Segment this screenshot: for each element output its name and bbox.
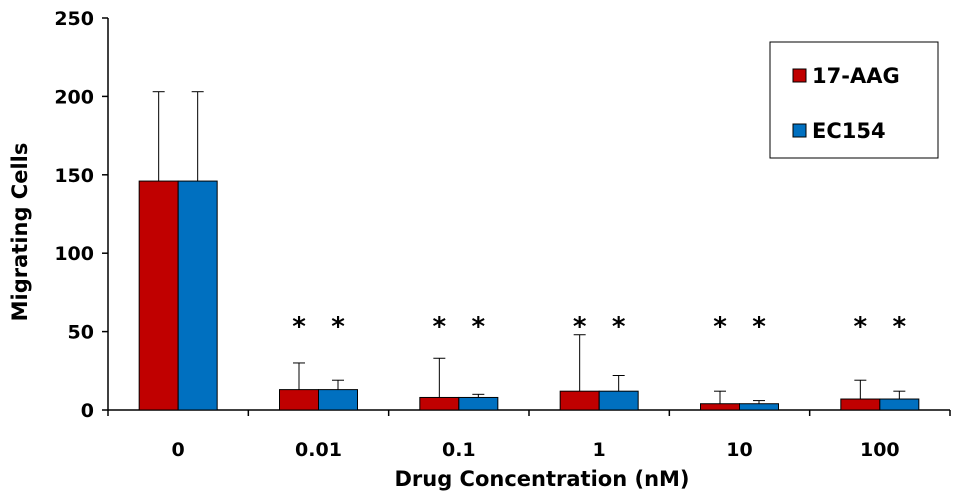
significance-marker: * (472, 312, 486, 342)
bar-17-aag (279, 389, 319, 411)
bar-ec154 (458, 396, 499, 411)
legend-swatch-17-aag (792, 68, 807, 83)
y-tick-label: 150 (54, 165, 94, 187)
bar-ec154 (739, 403, 779, 411)
y-axis-title: Migrating Cells (8, 143, 32, 322)
plot-area: 0 50 100 150 200 250 0 0.01 * * 0.1 * * 1 * * 10 * * 100 * * (54, 8, 951, 461)
significance-marker: * (573, 312, 587, 342)
x-tick-label: 10 (726, 439, 752, 461)
y-tick-label: 0 (81, 400, 94, 422)
bar-ec154 (879, 398, 920, 411)
x-tick-label: 1 (593, 439, 606, 461)
significance-marker: * (893, 312, 907, 342)
bar-ec154 (177, 180, 218, 411)
significance-marker: * (713, 312, 727, 342)
bar-ec154 (318, 389, 358, 411)
significance-marker: * (854, 312, 868, 342)
x-tick-label: 0.1 (442, 439, 476, 461)
x-axis-title: Drug Concentration (nM) (394, 467, 689, 491)
y-tick-label: 100 (54, 243, 94, 265)
legend-swatch-ec154 (792, 123, 807, 138)
bar-17-aag (419, 396, 460, 411)
legend-label-ec154: EC154 (812, 119, 886, 143)
x-tick-label: 0 (172, 439, 185, 461)
y-tick-label: 50 (68, 322, 94, 344)
bar-17-aag (700, 403, 740, 411)
bar-17-aag (138, 180, 179, 411)
bar-17-aag (559, 390, 600, 411)
significance-marker: * (331, 312, 345, 342)
bar-ec154 (598, 390, 639, 411)
significance-marker: * (612, 312, 626, 342)
legend-label-17-aag: 17-AAG (812, 64, 900, 88)
x-tick-label: 100 (860, 439, 900, 461)
significance-marker: * (752, 312, 766, 342)
y-tick-label: 250 (54, 8, 94, 30)
bar-17-aag (840, 398, 881, 411)
x-tick-label: 0.01 (295, 439, 342, 461)
significance-marker: * (433, 312, 447, 342)
y-tick-label: 200 (54, 86, 94, 108)
significance-marker: * (292, 312, 306, 342)
legend-box (769, 41, 939, 159)
legend: 17-AAG EC154 (769, 41, 939, 159)
